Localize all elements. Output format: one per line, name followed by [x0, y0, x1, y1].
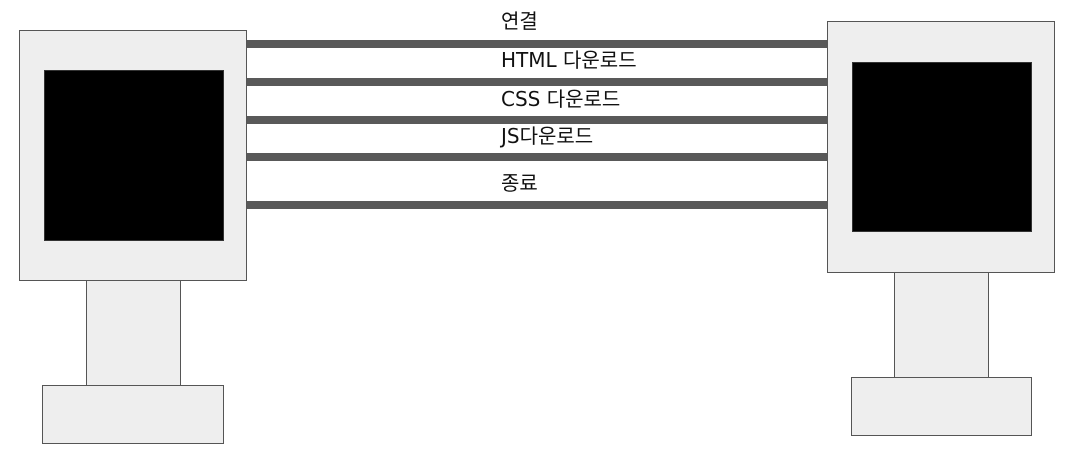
- right-computer-screen: [852, 62, 1032, 232]
- step-label-close: 종료: [501, 171, 538, 195]
- left-computer-base: [42, 385, 224, 444]
- right-computer-base: [851, 377, 1032, 436]
- connection-line: [247, 201, 828, 209]
- connection-line: [247, 78, 828, 86]
- connection-line: [247, 116, 828, 124]
- connection-line: [247, 153, 828, 161]
- left-computer-stand: [86, 280, 181, 386]
- step-label-connect: 연결: [501, 9, 538, 33]
- right-computer-stand: [894, 272, 989, 378]
- step-label-js-download: JS다운로드: [501, 124, 594, 148]
- step-label-html-download: HTML 다운로드: [501, 48, 637, 72]
- left-computer-screen: [44, 70, 224, 241]
- step-label-css-download: CSS 다운로드: [501, 87, 621, 111]
- connection-line: [247, 40, 828, 48]
